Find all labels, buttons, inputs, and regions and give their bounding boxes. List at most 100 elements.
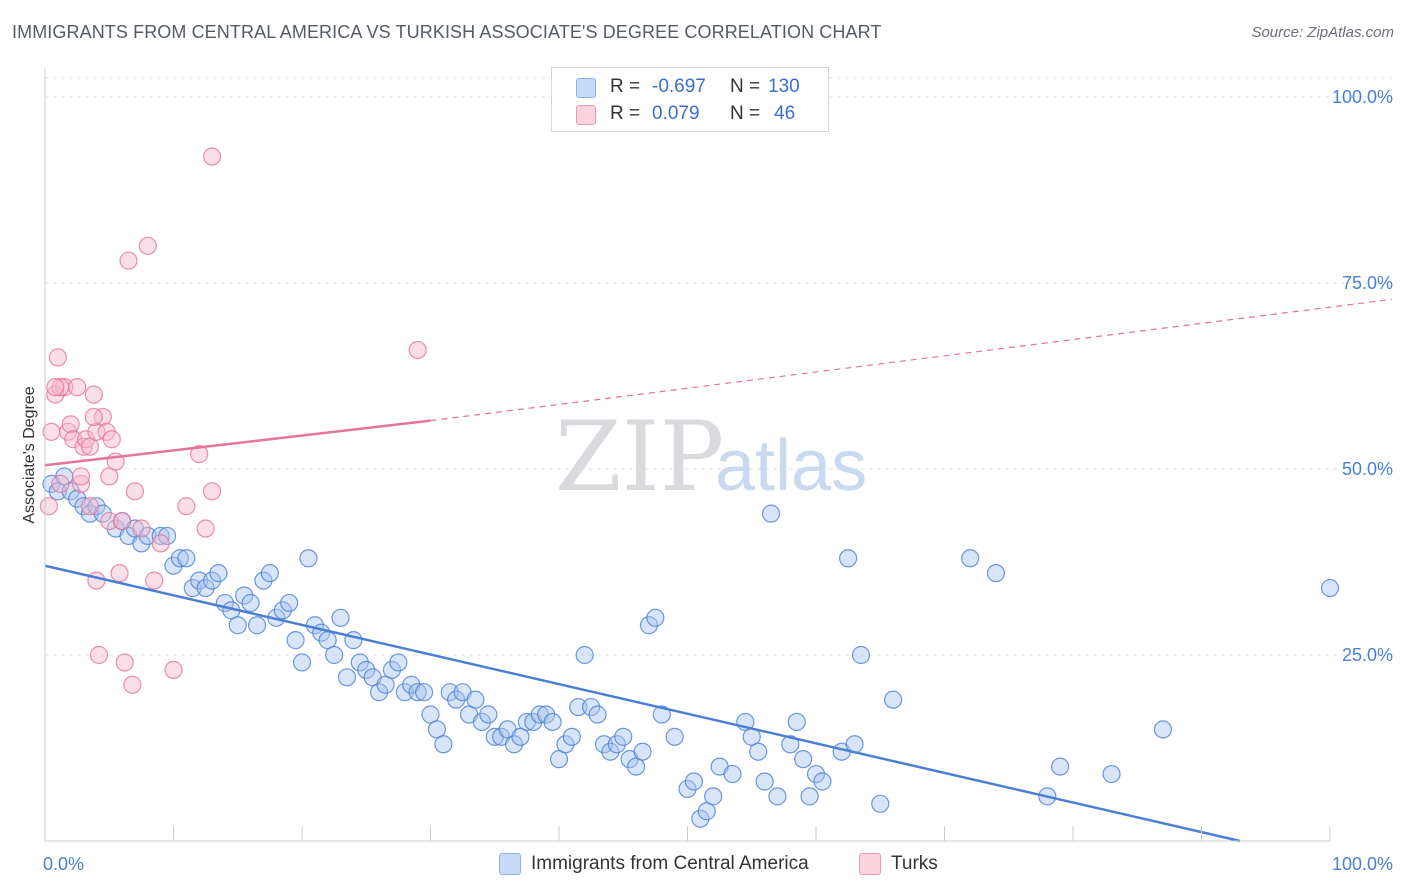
point-turks [110, 564, 129, 583]
point-turks [132, 519, 151, 538]
point-turks [100, 511, 119, 531]
point-central-america [395, 683, 414, 702]
point-central-america [292, 653, 312, 672]
point-central-america [768, 787, 787, 806]
points-layer [39, 147, 1340, 828]
point-turks [177, 497, 196, 516]
point-turks [196, 519, 215, 538]
point-central-america [761, 504, 781, 523]
point-central-america [370, 683, 389, 702]
point-central-america [151, 526, 170, 546]
legend-n-value: 46 [774, 103, 796, 124]
y-tick-label: 75.0% [1342, 273, 1393, 293]
x-tick-label-end: 100.0% [1332, 854, 1393, 874]
point-turks [74, 437, 93, 456]
point-turks [123, 675, 142, 694]
point-central-america [350, 653, 369, 672]
point-central-america [132, 534, 151, 553]
trend-line-turks-extension [430, 298, 1393, 422]
point-central-america [61, 482, 80, 501]
point-central-america [74, 497, 93, 516]
point-central-america [800, 787, 819, 806]
point-turks [408, 340, 427, 360]
bottom-legend-swatch-blue [499, 853, 521, 875]
point-turks [51, 474, 70, 493]
point-central-america [556, 735, 575, 754]
point-turks [145, 571, 164, 590]
point-central-america [235, 586, 254, 605]
point-central-america [961, 549, 980, 568]
point-central-america [537, 705, 556, 724]
point-central-america [588, 705, 607, 724]
point-central-america [247, 616, 267, 635]
legend-n-value: 130 [768, 76, 800, 97]
point-central-america [280, 593, 299, 613]
watermark-atlas: atlas [715, 426, 867, 506]
watermark-zip: ZIP [555, 401, 724, 513]
point-central-america [601, 742, 620, 761]
point-turks [202, 147, 222, 166]
point-central-america [794, 750, 813, 769]
point-turks [48, 348, 67, 367]
point-central-america [447, 690, 466, 709]
point-central-america [652, 705, 671, 724]
point-central-america [646, 608, 665, 627]
point-turks [115, 653, 134, 672]
point-turks [112, 511, 132, 531]
point-central-america [260, 564, 279, 583]
point-central-america [582, 697, 601, 717]
point-central-america [813, 772, 832, 791]
trend-line-turks [44, 419, 431, 467]
legend-row-central-america: R = -0.697 N = 130 [552, 74, 828, 100]
point-central-america [190, 571, 209, 590]
point-central-america [562, 727, 581, 746]
y-tick-label: 100.0% [1332, 87, 1393, 107]
point-turks [71, 467, 91, 486]
point-central-america [157, 526, 177, 546]
point-turks [80, 497, 100, 516]
point-turks [84, 407, 103, 427]
chart-source: Source: ZipAtlas.com [1251, 24, 1394, 41]
axis-layer: 100.0% 75.0% 50.0% 25.0% 0.0% 100.0% [43, 68, 1393, 874]
point-central-america [389, 653, 408, 672]
point-central-america [569, 697, 588, 717]
point-central-america [614, 727, 633, 746]
point-turks [39, 497, 58, 516]
y-axis-label: Associate's Degree [21, 386, 38, 523]
legend-r-label: R = [610, 76, 641, 97]
point-central-america [209, 564, 228, 583]
point-central-america [382, 660, 402, 679]
point-central-america [691, 809, 710, 828]
point-central-america [357, 660, 376, 679]
point-central-america [575, 645, 594, 665]
point-turks [119, 251, 138, 270]
y-tick-label: 25.0% [1342, 645, 1393, 665]
point-central-america [228, 616, 247, 635]
point-central-america [781, 735, 800, 754]
point-turks [125, 482, 145, 501]
point-turks [102, 430, 121, 449]
point-central-america [1320, 578, 1340, 598]
point-turks [64, 430, 83, 449]
point-central-america [414, 683, 434, 702]
point-central-america [1153, 720, 1173, 739]
point-turks [61, 415, 80, 434]
point-central-america [331, 608, 350, 627]
point-central-america [607, 735, 626, 754]
legend-swatch-pink [576, 105, 596, 125]
bottom-legend-label: Turks [891, 853, 938, 874]
point-central-america [479, 705, 498, 724]
point-central-america [684, 772, 704, 791]
legend-r-value: -0.697 [652, 76, 706, 97]
point-central-america [639, 616, 659, 635]
point-central-america [543, 712, 562, 732]
y-tick-label: 50.0% [1342, 459, 1393, 479]
point-central-america [1051, 757, 1070, 776]
point-central-america [851, 645, 871, 665]
point-central-america [286, 631, 305, 650]
point-turks [51, 378, 70, 397]
legend-r-value: 0.079 [652, 103, 700, 124]
point-central-america [723, 764, 742, 784]
point-central-america [87, 497, 106, 516]
